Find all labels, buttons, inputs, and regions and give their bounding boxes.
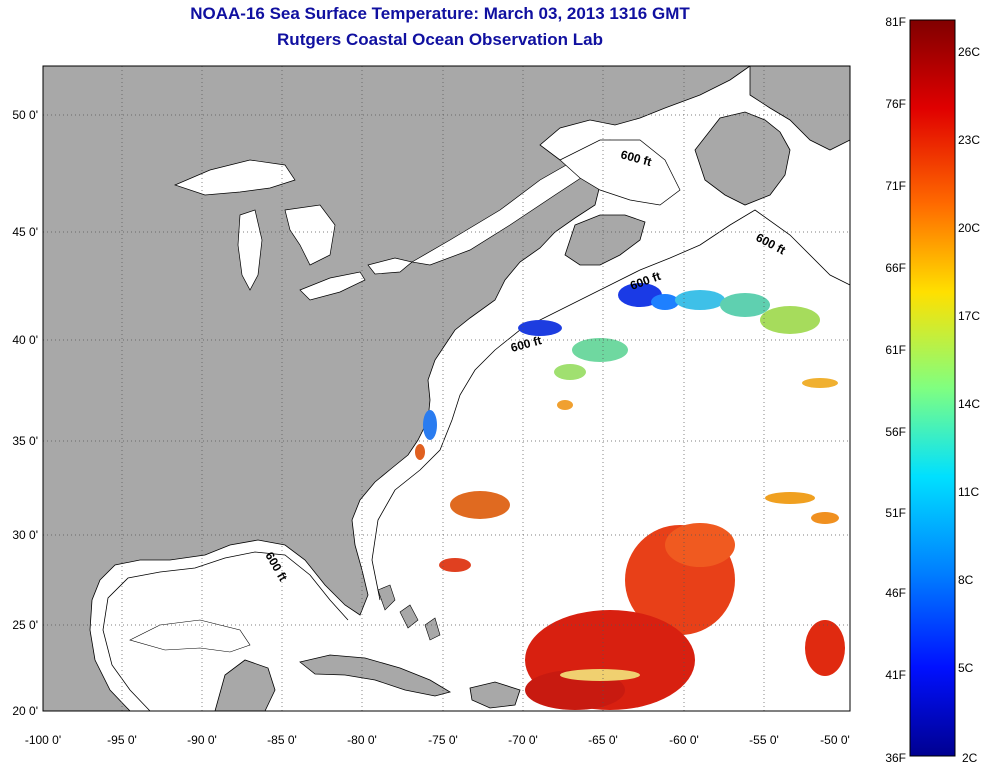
lon-tick: -50 0' [820,733,850,747]
cbar-c-label: 14C [958,397,980,411]
lon-tick: -95 0' [107,733,137,747]
cbar-c-label: 8C [958,573,974,587]
lon-tick: -80 0' [347,733,377,747]
cbar-f-label: 36F [885,751,906,765]
cbar-f-label: 46F [885,586,906,600]
cbar-f-label: 81F [885,15,906,29]
lon-tick: -90 0' [187,733,217,747]
lon-tick: -55 0' [749,733,779,747]
lon-tick: -75 0' [428,733,458,747]
lat-tick: 45 0' [12,225,38,239]
colorbar-c-labels: 26C 23C 20C 17C 14C 11C 8C 5C 2C [958,45,980,765]
lon-tick: -70 0' [508,733,538,747]
cbar-c-label: 5C [958,661,974,675]
lon-tick: -60 0' [669,733,699,747]
lon-tick: -65 0' [588,733,618,747]
cbar-c-label: 17C [958,309,980,323]
lat-tick: 50 0' [12,108,38,122]
lat-tick: 40 0' [12,333,38,347]
cbar-f-label: 41F [885,668,906,682]
sst-map: 600 ft 600 ft 600 ft 600 ft 600 ft -100 … [0,0,870,770]
cbar-f-label: 66F [885,261,906,275]
cbar-c-label: 23C [958,133,980,147]
lat-tick: 20 0' [12,704,38,718]
lon-tick-labels: -100 0' -95 0' -90 0' -85 0' -80 0' -75 … [25,733,850,747]
cbar-f-label: 56F [885,425,906,439]
cbar-f-label: 61F [885,343,906,357]
lat-tick-labels: 50 0' 45 0' 40 0' 35 0' 30 0' 25 0' 20 0… [12,108,38,718]
cbar-f-label: 51F [885,506,906,520]
lat-tick: 35 0' [12,434,38,448]
cbar-c-label: 11C [958,485,979,499]
lat-tick: 25 0' [12,618,38,632]
cbar-f-label: 71F [885,179,906,193]
colorbar-f-labels: 81F 76F 71F 66F 61F 56F 51F 46F 41F 36F [885,15,906,765]
lon-tick: -100 0' [25,733,61,747]
lon-tick: -85 0' [267,733,297,747]
colorbar-gradient [910,20,955,756]
cbar-c-label: 26C [958,45,980,59]
cbar-c-label: 2C [962,751,978,765]
lat-tick: 30 0' [12,528,38,542]
cbar-c-label: 20C [958,221,980,235]
cbar-f-label: 76F [885,97,906,111]
